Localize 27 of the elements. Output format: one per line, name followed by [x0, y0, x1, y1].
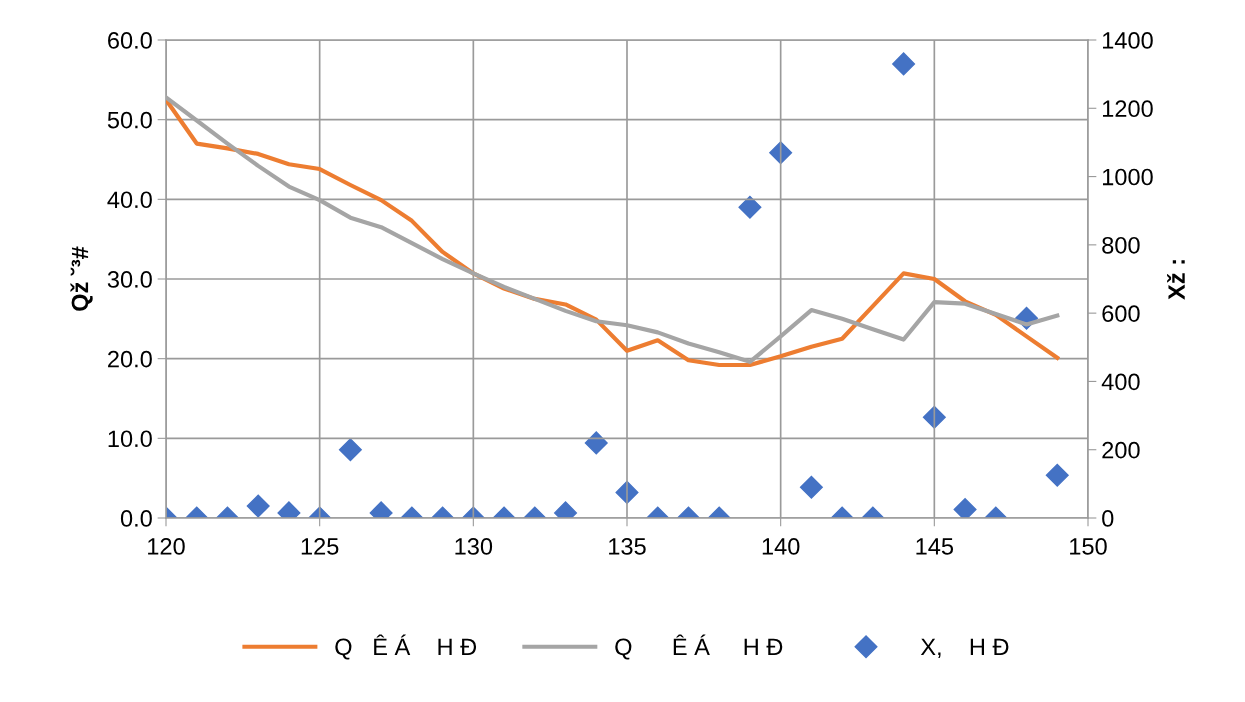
- x-tick-label: 135: [609, 538, 646, 555]
- y2-tick-label: 400: [1101, 373, 1140, 391]
- x-tick-label: 130: [455, 538, 493, 555]
- legend-label: Q Ê Á H Đ: [615, 634, 783, 660]
- x-tick-label: 140: [762, 538, 800, 555]
- y-axis-title: Qž ˘³#: [70, 246, 93, 311]
- x-tick-label: 150: [1070, 538, 1107, 555]
- y-tick-label: 40.0: [107, 191, 152, 209]
- y-tick-label: 60.0: [108, 32, 152, 49]
- legend-label: Q Ê Á H Đ: [335, 634, 477, 660]
- y-tick-label: 30.0: [107, 271, 152, 288]
- y2-tick-label: 1200: [1102, 100, 1153, 118]
- x-tick-label: 145: [916, 538, 954, 555]
- y2-tick-label: 200: [1102, 441, 1140, 459]
- y-tick-label: 50.0: [107, 111, 152, 129]
- legend-label: X, H Đ: [920, 638, 1009, 659]
- y-tick-label: 10.0: [108, 430, 152, 448]
- y2-tick-label: 600: [1102, 305, 1140, 322]
- y2-axis-title: Xž :: [1167, 260, 1185, 300]
- y-tick-label: 0.0: [120, 510, 152, 527]
- x-tick-label: 125: [301, 538, 339, 555]
- y2-tick-label: 0: [1102, 510, 1114, 527]
- x-tick-label: 120: [148, 538, 185, 555]
- y2-tick-label: 800: [1102, 236, 1140, 254]
- y-tick-label: 20.0: [108, 350, 152, 368]
- y2-tick-label: 1400: [1102, 32, 1153, 49]
- y2-tick-label: 1000: [1102, 168, 1153, 186]
